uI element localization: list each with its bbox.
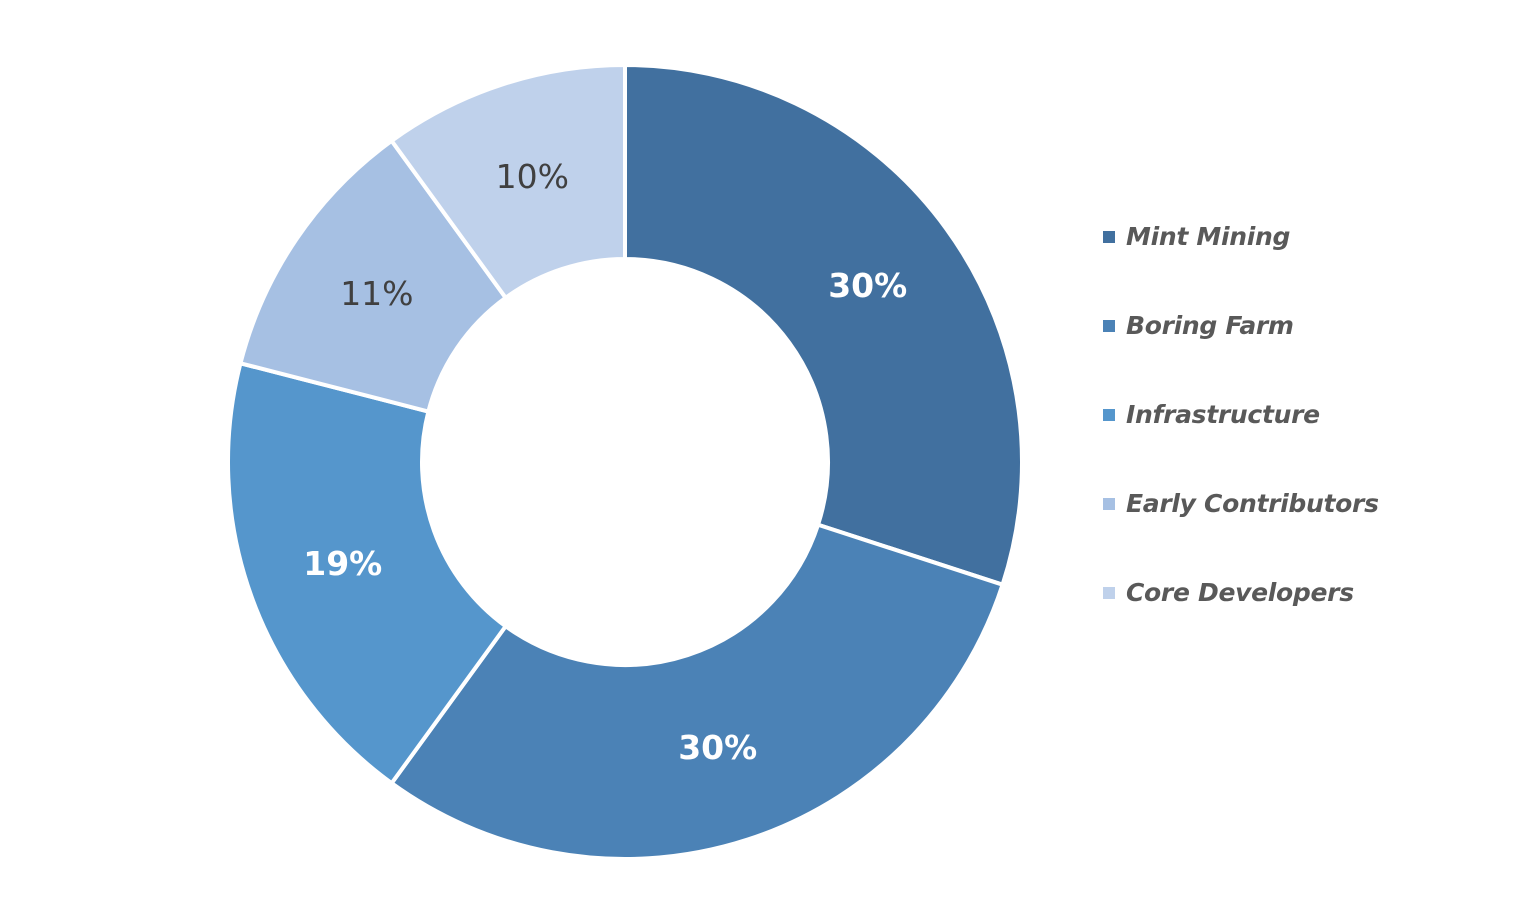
chart-legend: Mint Mining Boring Farm Infrastructure Earl… bbox=[1103, 192, 1503, 637]
data-label-boring-farm: 30% bbox=[678, 728, 757, 767]
data-label-mint-mining: 30% bbox=[828, 266, 907, 305]
slice-infrastructure bbox=[226, 360, 509, 786]
legend-swatch bbox=[1103, 230, 1115, 243]
legend-label: Core Developers bbox=[1126, 578, 1354, 607]
slice-core-developers bbox=[388, 62, 627, 301]
legend-item-core-developers: Core Developers bbox=[1103, 548, 1503, 637]
legend-label: Mint Mining bbox=[1126, 222, 1291, 251]
slice-boring-farm bbox=[388, 522, 1006, 861]
legend-item-early-contributors: Early Contributors bbox=[1103, 459, 1503, 548]
legend-item-boring-farm: Boring Farm bbox=[1103, 281, 1503, 370]
legend-item-infrastructure: Infrastructure bbox=[1103, 370, 1503, 459]
data-label-early-contributors: 11% bbox=[340, 274, 413, 313]
slice-mint-mining bbox=[623, 62, 1024, 588]
data-label-core-developers: 10% bbox=[496, 157, 569, 196]
donut-data-labels: 30% 30% 19% 11% 10% bbox=[303, 157, 907, 767]
donut-slices bbox=[226, 62, 1024, 861]
data-label-infrastructure: 19% bbox=[303, 544, 382, 583]
legend-item-mint-mining: Mint Mining bbox=[1103, 192, 1503, 281]
legend-swatch bbox=[1103, 408, 1115, 421]
legend-label: Infrastructure bbox=[1126, 400, 1320, 429]
legend-swatch bbox=[1103, 497, 1115, 510]
legend-swatch bbox=[1103, 319, 1115, 332]
legend-label: Early Contributors bbox=[1126, 489, 1379, 518]
legend-swatch bbox=[1103, 586, 1115, 599]
legend-label: Boring Farm bbox=[1126, 311, 1294, 340]
